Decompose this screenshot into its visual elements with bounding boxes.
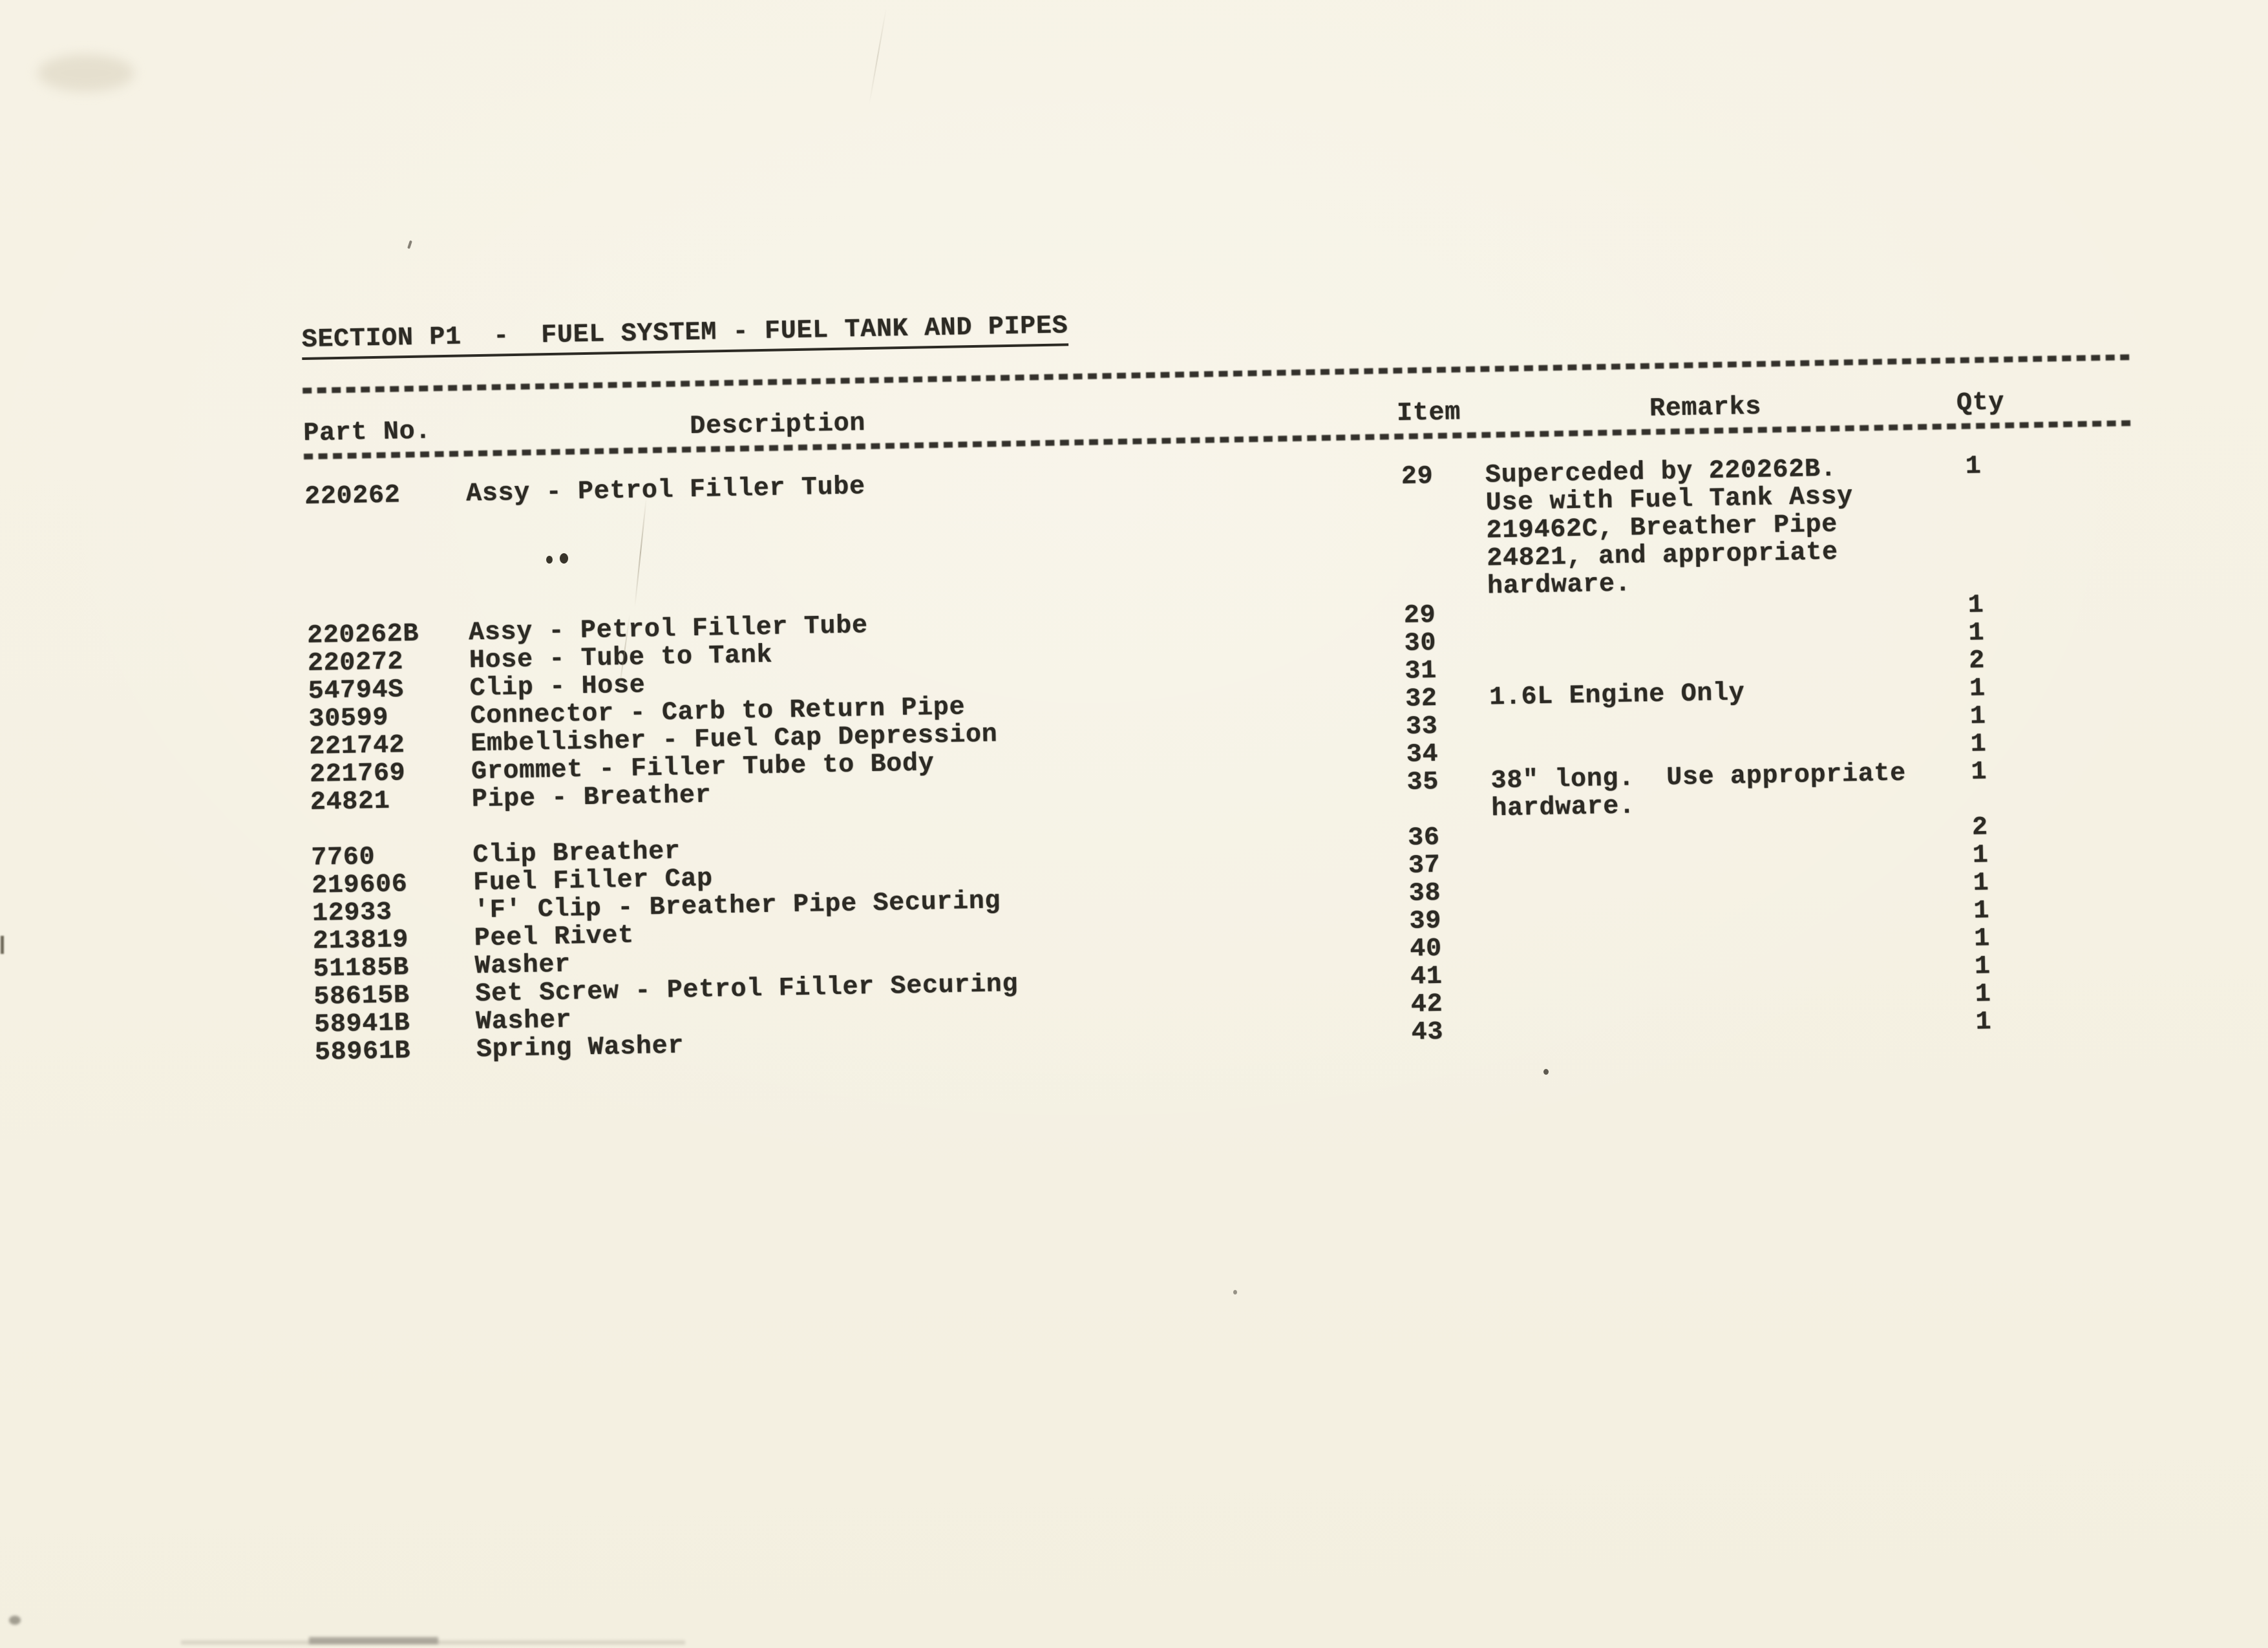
qty-cell: 1	[1970, 730, 1987, 759]
remarks-line: hardware.	[1491, 792, 1636, 824]
column-header-qty: Qty	[1956, 388, 2005, 419]
remarks-line: 24821, and appropriate	[1486, 538, 1839, 574]
part-no-cell: 58941B	[313, 1009, 410, 1040]
column-header-part-no: Part No.	[303, 417, 432, 449]
column-header-item: Item	[1396, 398, 1461, 428]
qty-cell: 1	[1972, 841, 1989, 871]
scan-smudge	[309, 1637, 438, 1644]
item-cell: 34	[1406, 739, 1439, 770]
qty-cell: 1	[1975, 1008, 1992, 1037]
item-cell: 29	[1403, 600, 1436, 631]
remarks-line: 1.6L Engine Only	[1489, 679, 1745, 713]
part-no-cell: 30599	[308, 703, 389, 734]
part-no-cell: 220262	[304, 481, 401, 512]
part-no-cell: 221769	[309, 759, 406, 790]
item-cell: 37	[1408, 850, 1441, 881]
qty-cell: 1	[1973, 924, 1991, 954]
ink-speck	[1233, 1290, 1237, 1294]
description-cell: Spring Washer	[476, 1031, 684, 1065]
qty-cell: 1	[1969, 674, 1986, 704]
scan-smudge	[9, 1616, 21, 1625]
item-cell: 35	[1406, 767, 1439, 798]
description-cell: Assy - Petrol Filler Tube	[465, 472, 866, 509]
qty-cell: 2	[1971, 813, 1989, 843]
item-cell: 38	[1408, 878, 1441, 909]
item-cell: 41	[1410, 962, 1443, 992]
column-header-remarks: Remarks	[1649, 392, 1762, 424]
description-cell: Washer	[474, 950, 571, 982]
ink-speck	[560, 553, 568, 564]
title-dashed-rule	[302, 354, 2133, 394]
part-no-cell: 221742	[308, 731, 405, 762]
qty-cell: 2	[1968, 646, 1986, 676]
item-cell: 36	[1407, 823, 1441, 853]
qty-cell: 1	[1975, 980, 1991, 1009]
item-cell: 31	[1404, 656, 1437, 686]
remarks-line: hardware.	[1487, 569, 1631, 602]
qty-cell: 1	[1967, 591, 1984, 620]
description-cell: Peel Rivet	[474, 921, 635, 954]
item-cell: 39	[1409, 906, 1442, 936]
description-cell: Washer	[475, 1006, 572, 1037]
parts-table-body: 220262 Assy - Petrol Filler Tube 29 1 Superc…	[0, 0, 2260, 1067]
part-no-cell: 220262B	[306, 619, 419, 651]
description-cell: Assy - Petrol Filler Tube	[468, 611, 869, 648]
item-cell: 33	[1405, 712, 1438, 742]
remarks-line: 38" long. Use appropriate	[1490, 759, 1907, 796]
qty-cell: 1	[1973, 869, 1989, 898]
description-cell: Pipe - Breather	[471, 781, 712, 815]
part-no-cell: 51185B	[313, 953, 410, 984]
item-cell: 29	[1401, 461, 1434, 492]
part-no-cell: 54794S	[308, 675, 405, 706]
qty-cell: 1	[1974, 952, 1991, 982]
item-cell: 30	[1404, 628, 1437, 659]
qty-cell: 1	[1971, 757, 1987, 787]
section-title: SECTION P1 - FUEL SYSTEM - FUEL TANK AND…	[301, 312, 1068, 361]
part-no-cell: 24821	[310, 787, 390, 818]
qty-cell: 1	[1969, 702, 1987, 732]
part-no-cell: 213819	[312, 925, 409, 956]
part-no-cell: 219606	[311, 870, 408, 901]
header-dashed-rule	[304, 420, 2134, 460]
item-cell: 32	[1404, 684, 1438, 714]
qty-cell: 1	[1965, 452, 1982, 481]
scan-smudge	[37, 54, 134, 92]
part-no-cell: 7760	[311, 843, 376, 873]
scan-edge-mark	[1, 936, 4, 954]
ink-speck	[546, 556, 553, 564]
ink-speck	[1543, 1069, 1549, 1075]
item-cell: 43	[1411, 1017, 1444, 1048]
description-cell: Clip Breather	[472, 837, 681, 871]
column-header-description: Description	[689, 409, 866, 442]
item-cell: 40	[1409, 934, 1443, 964]
part-no-cell: 58961B	[314, 1037, 411, 1068]
qty-cell: 1	[1973, 896, 1990, 926]
qty-cell: 1	[1968, 618, 1985, 648]
item-cell: 42	[1410, 989, 1443, 1020]
part-no-cell: 220272	[307, 648, 404, 679]
part-no-cell: 58615B	[313, 981, 410, 1012]
part-no-cell: 12933	[312, 898, 393, 929]
